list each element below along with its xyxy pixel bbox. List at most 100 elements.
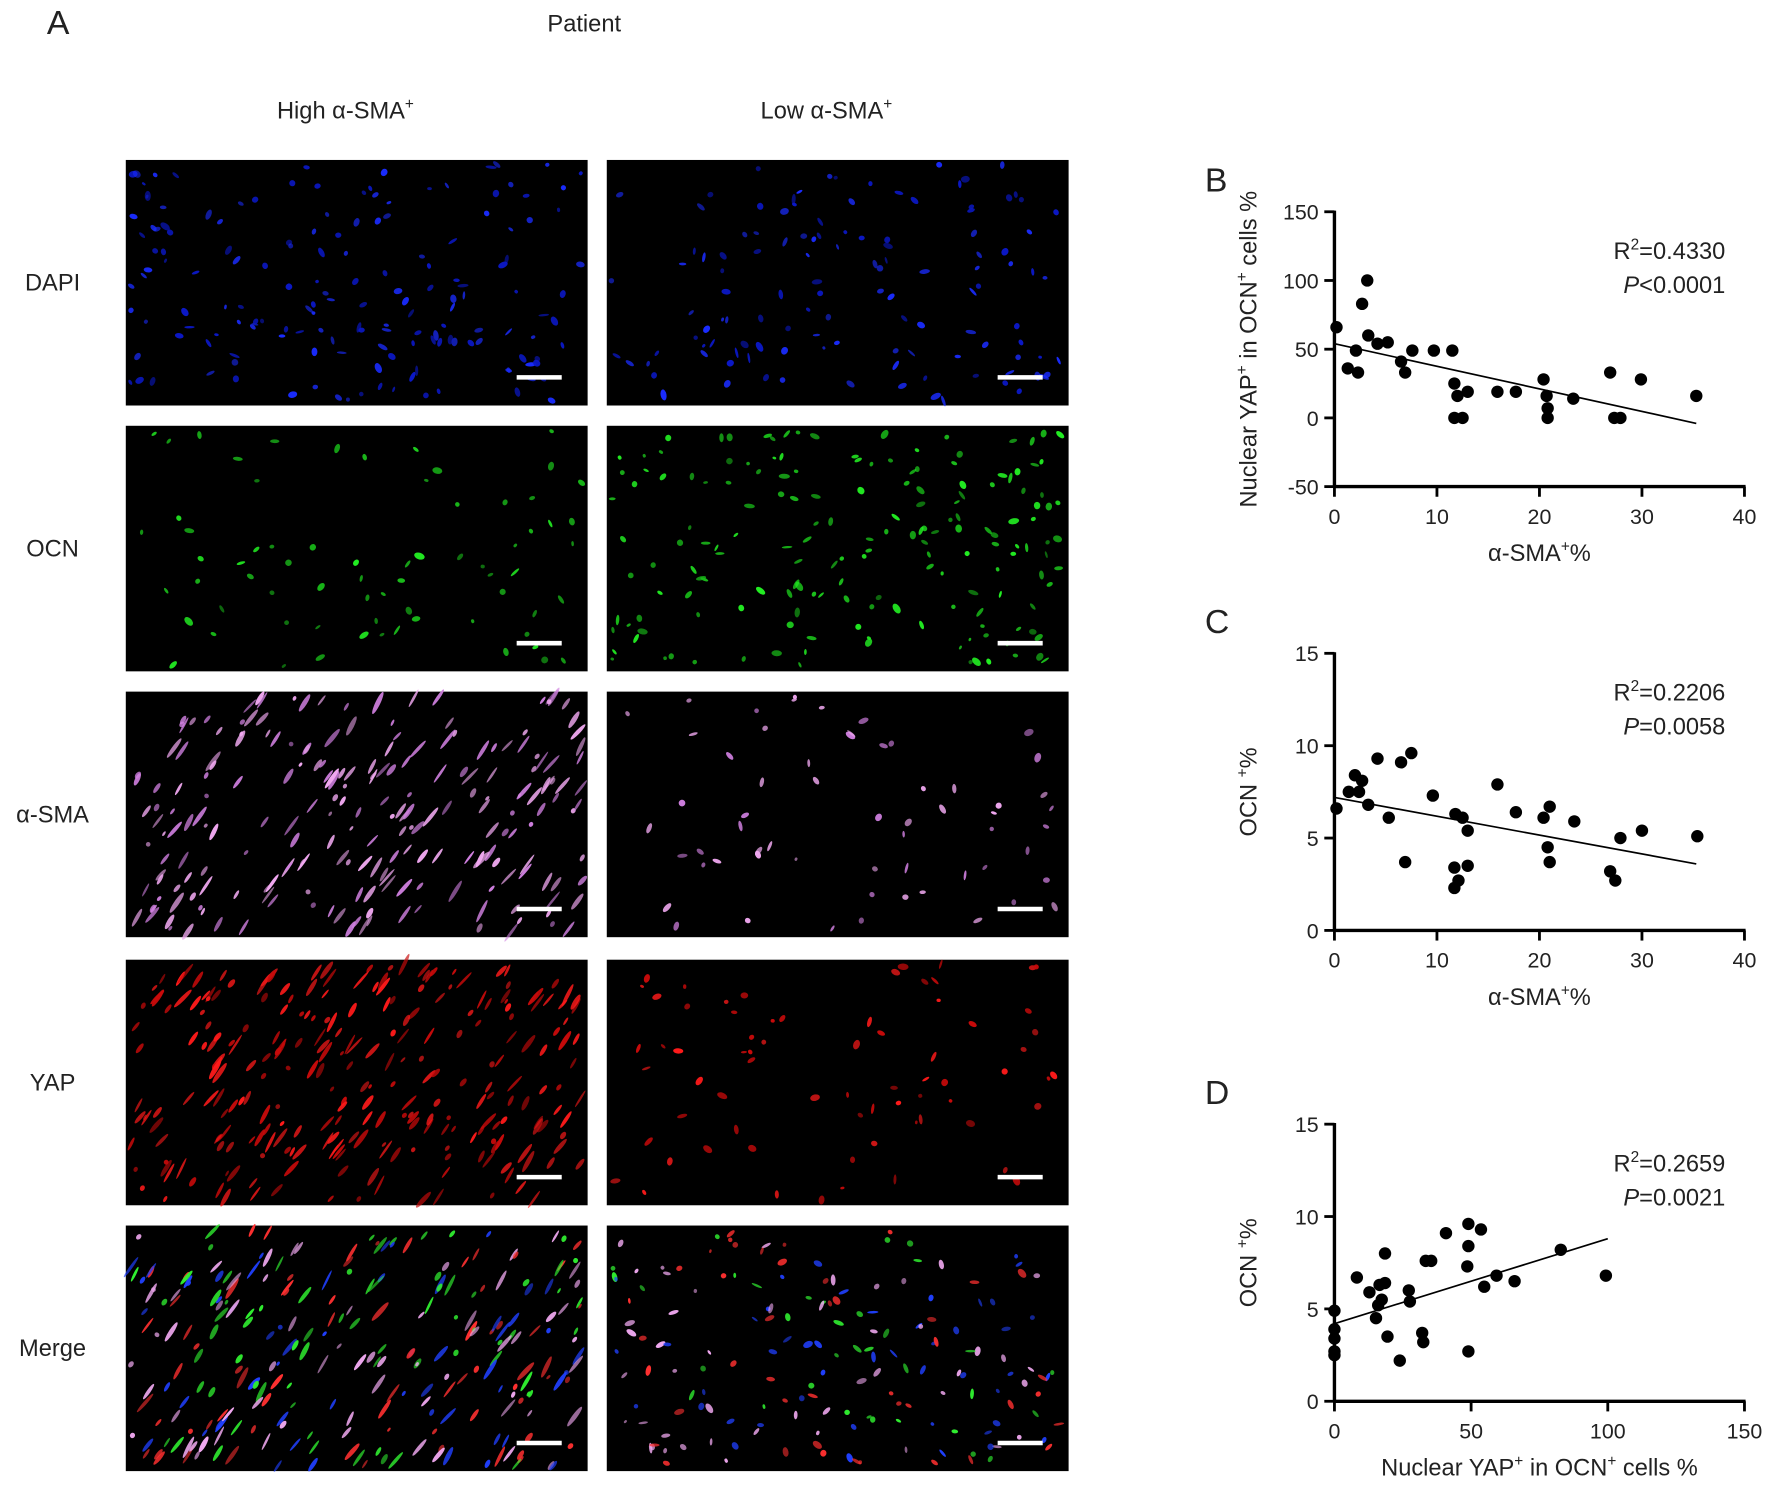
annotation: P=0.0058 (1623, 714, 1725, 740)
cell (480, 1284, 486, 1292)
cell (510, 1391, 516, 1398)
cell (721, 288, 731, 295)
cell (901, 1277, 907, 1285)
cell (160, 222, 170, 231)
cell (564, 1370, 569, 1375)
cell (1008, 518, 1020, 525)
cell (476, 923, 483, 933)
x-axis-label: Nuclear YAP+ in OCN+ cells % (1381, 1453, 1698, 1481)
cell (313, 759, 323, 772)
x-tick-label: 10 (1425, 949, 1449, 973)
cell (372, 192, 379, 198)
cell (832, 1296, 841, 1305)
cell (753, 249, 762, 254)
cell (213, 1088, 225, 1107)
cell (384, 741, 394, 757)
cell (163, 587, 169, 594)
cell (239, 731, 244, 737)
cell (973, 917, 983, 924)
point (1599, 1269, 1613, 1282)
cell (254, 478, 260, 483)
point (1461, 1260, 1474, 1273)
cell (762, 725, 768, 731)
text-part: % (1570, 985, 1591, 1011)
cell (374, 617, 378, 624)
cell (224, 245, 232, 255)
cell (227, 979, 236, 988)
cell (401, 1112, 407, 1118)
y-tick-label: 150 (1283, 201, 1319, 225)
cell (805, 252, 810, 258)
cell (768, 1303, 774, 1314)
cell (389, 995, 396, 1005)
point (1330, 802, 1343, 815)
cell (948, 1099, 953, 1103)
point (1352, 785, 1366, 799)
cell (778, 473, 790, 479)
text-part: R (1614, 239, 1631, 265)
cell (753, 231, 760, 236)
cell (492, 1120, 501, 1130)
cell (633, 633, 639, 644)
cell (526, 787, 542, 806)
cell (976, 607, 984, 617)
cell (969, 287, 977, 296)
cell (891, 968, 901, 976)
cell (407, 309, 415, 318)
cell (281, 664, 286, 668)
cell (1056, 431, 1065, 439)
cell (152, 814, 164, 829)
cell (663, 1448, 668, 1454)
cell (455, 502, 460, 507)
cell (984, 1430, 993, 1435)
cell (611, 626, 615, 634)
cell (388, 353, 396, 361)
cell (544, 891, 560, 911)
cell (530, 994, 545, 1012)
cell (225, 1170, 229, 1177)
cell (884, 528, 889, 535)
cell (884, 1237, 891, 1243)
cell (895, 1418, 902, 1423)
cell (827, 173, 833, 179)
cell (298, 762, 303, 767)
cell (726, 433, 733, 442)
cell (662, 903, 672, 913)
cell (1021, 487, 1026, 495)
cell (339, 1051, 344, 1056)
cell (444, 1373, 450, 1380)
cell (539, 1044, 548, 1056)
cell (897, 963, 909, 971)
cell (505, 368, 512, 373)
point (1543, 855, 1556, 869)
cell (818, 592, 824, 598)
cell (754, 708, 759, 714)
cell (495, 965, 507, 977)
cell (219, 605, 225, 613)
cell (652, 993, 662, 1000)
cell (617, 455, 622, 460)
cell (844, 1409, 850, 1416)
cell (145, 841, 151, 847)
cell (524, 1432, 533, 1443)
cell (452, 730, 458, 737)
cell (246, 573, 254, 580)
cell (720, 268, 725, 274)
cell (334, 394, 343, 401)
cell (743, 503, 755, 509)
cell (577, 479, 586, 486)
cell (362, 1111, 373, 1126)
cell (657, 590, 663, 595)
point (1350, 1271, 1364, 1284)
cell (444, 1274, 456, 1296)
cell (883, 242, 893, 249)
cell (661, 1433, 671, 1438)
cell (210, 1289, 222, 1307)
cell (332, 1144, 345, 1160)
cell (320, 1116, 335, 1131)
fit-line (1334, 342, 1697, 425)
y-tick-label: 5 (1307, 1298, 1319, 1322)
cell (572, 1033, 580, 1045)
text-part: + (1561, 538, 1570, 555)
cell (432, 689, 445, 706)
